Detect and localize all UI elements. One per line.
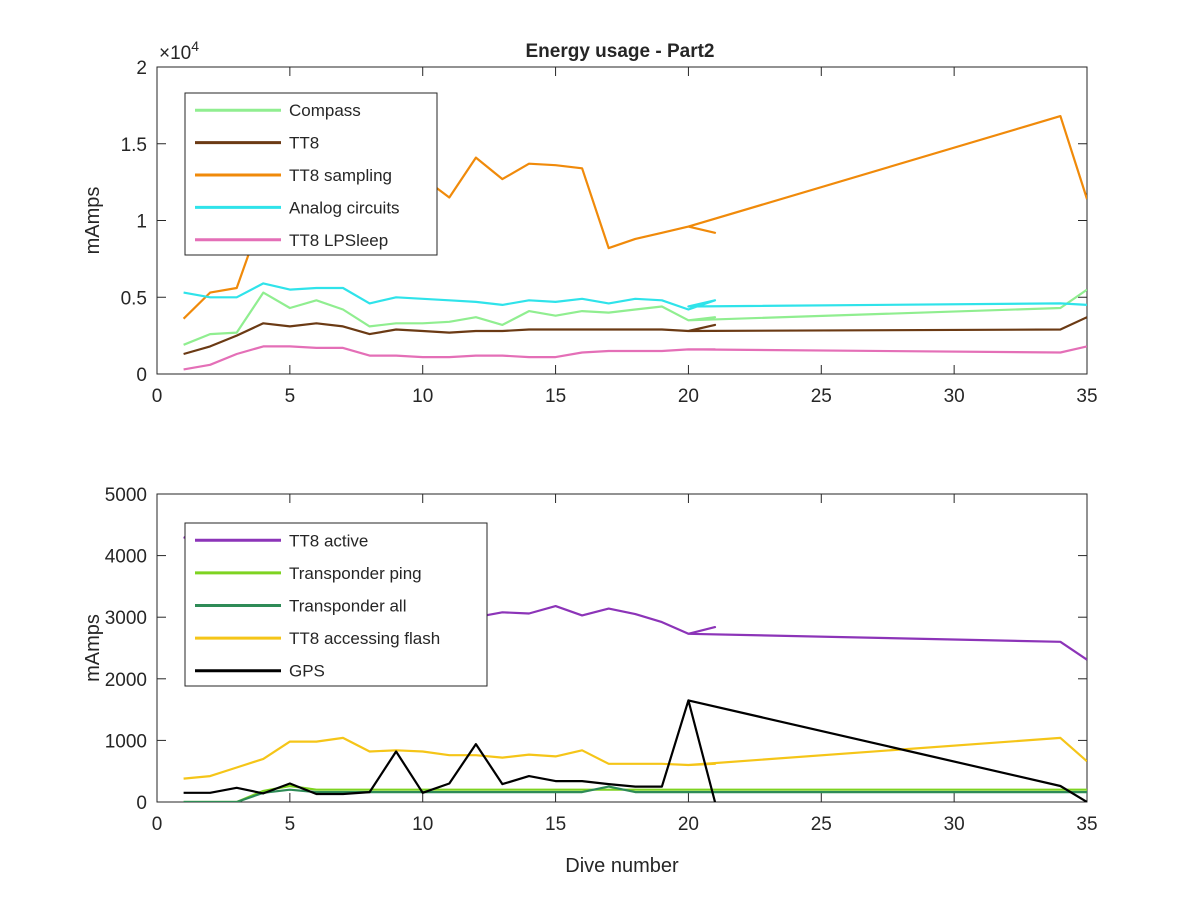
x-tick-label: 20 (678, 386, 699, 407)
y-tick-label: 2 (136, 58, 147, 79)
x-tick-label: 25 (811, 386, 832, 407)
x-tick-label: 30 (944, 814, 965, 835)
legend-box (184, 92, 438, 256)
y-tick-label: 0.5 (121, 288, 147, 309)
legend-label: Transponder ping (289, 564, 422, 583)
legend: Compass TT8 TT8 sampling Analog circuits TT8… (184, 92, 438, 256)
y-tick-label: 4000 (105, 547, 147, 568)
x-tick-label: 10 (412, 814, 433, 835)
x-tick-label: 5 (285, 814, 296, 835)
series-line-transponder-all (183, 785, 1087, 802)
x-tick-label: 20 (678, 814, 699, 835)
series-line-tt8 (183, 316, 1087, 356)
y-tick-label: 3000 (105, 608, 147, 629)
series-line-tt8-lpsleep (183, 345, 1087, 371)
x-tick-label: 35 (1076, 814, 1097, 835)
x-tick-label: 0 (152, 386, 163, 407)
legend-label: GPS (289, 662, 325, 681)
y-axis-label: mAmps (82, 614, 104, 682)
x-tick-label: 30 (944, 386, 965, 407)
y-tick-label: 2000 (105, 670, 147, 691)
x-tick-label: 15 (545, 386, 566, 407)
legend-label: Compass (289, 101, 361, 120)
y-tick-label: 0 (136, 365, 147, 386)
legend-label: TT8 sampling (289, 166, 392, 185)
chart-title: Energy usage - Part2 (525, 41, 714, 62)
series-line-compass (183, 288, 1087, 346)
series-line-gps (183, 699, 1087, 802)
x-tick-label: 25 (811, 814, 832, 835)
legend-label: Transponder all (289, 597, 407, 616)
y-multiplier: ×104 (159, 38, 199, 64)
legend-label: TT8 accessing flash (289, 629, 440, 648)
y-tick-label: 1.5 (121, 135, 147, 156)
y-tick-label: 1 (136, 212, 147, 233)
x-tick-label: 15 (545, 814, 566, 835)
x-axis-label: Dive number (565, 855, 679, 877)
y-tick-label: 1000 (105, 731, 147, 752)
series-line-transponder-ping (183, 784, 1087, 802)
legend-label: Analog circuits (289, 198, 400, 217)
y-tick-label: 5000 (105, 485, 147, 506)
series-line-analog-circuits (183, 282, 1087, 311)
y-tick-label: 0 (136, 793, 147, 814)
legend-label: TT8 (289, 134, 319, 153)
x-tick-label: 5 (285, 386, 296, 407)
y-axis-label: mAmps (82, 187, 104, 255)
legend: TT8 active Transponder ping Transponder al… (184, 522, 488, 687)
x-tick-label: 10 (412, 386, 433, 407)
x-tick-label: 0 (152, 814, 163, 835)
bottom-subplot: 0 5 10 15 20 25 30 35 0 1000 2000 3000 4000 5000 mAmps… (82, 485, 1098, 877)
legend-label: TT8 active (289, 531, 368, 550)
top-subplot: 0 5 10 15 20 25 30 35 0 0.5 1 1.5 2 ×104 mAmps Compass T… (82, 38, 1098, 407)
series-line-tt8-accessing-flash (183, 736, 1087, 780)
x-tick-label: 35 (1076, 386, 1097, 407)
legend-label: TT8 LPSleep (289, 231, 388, 250)
